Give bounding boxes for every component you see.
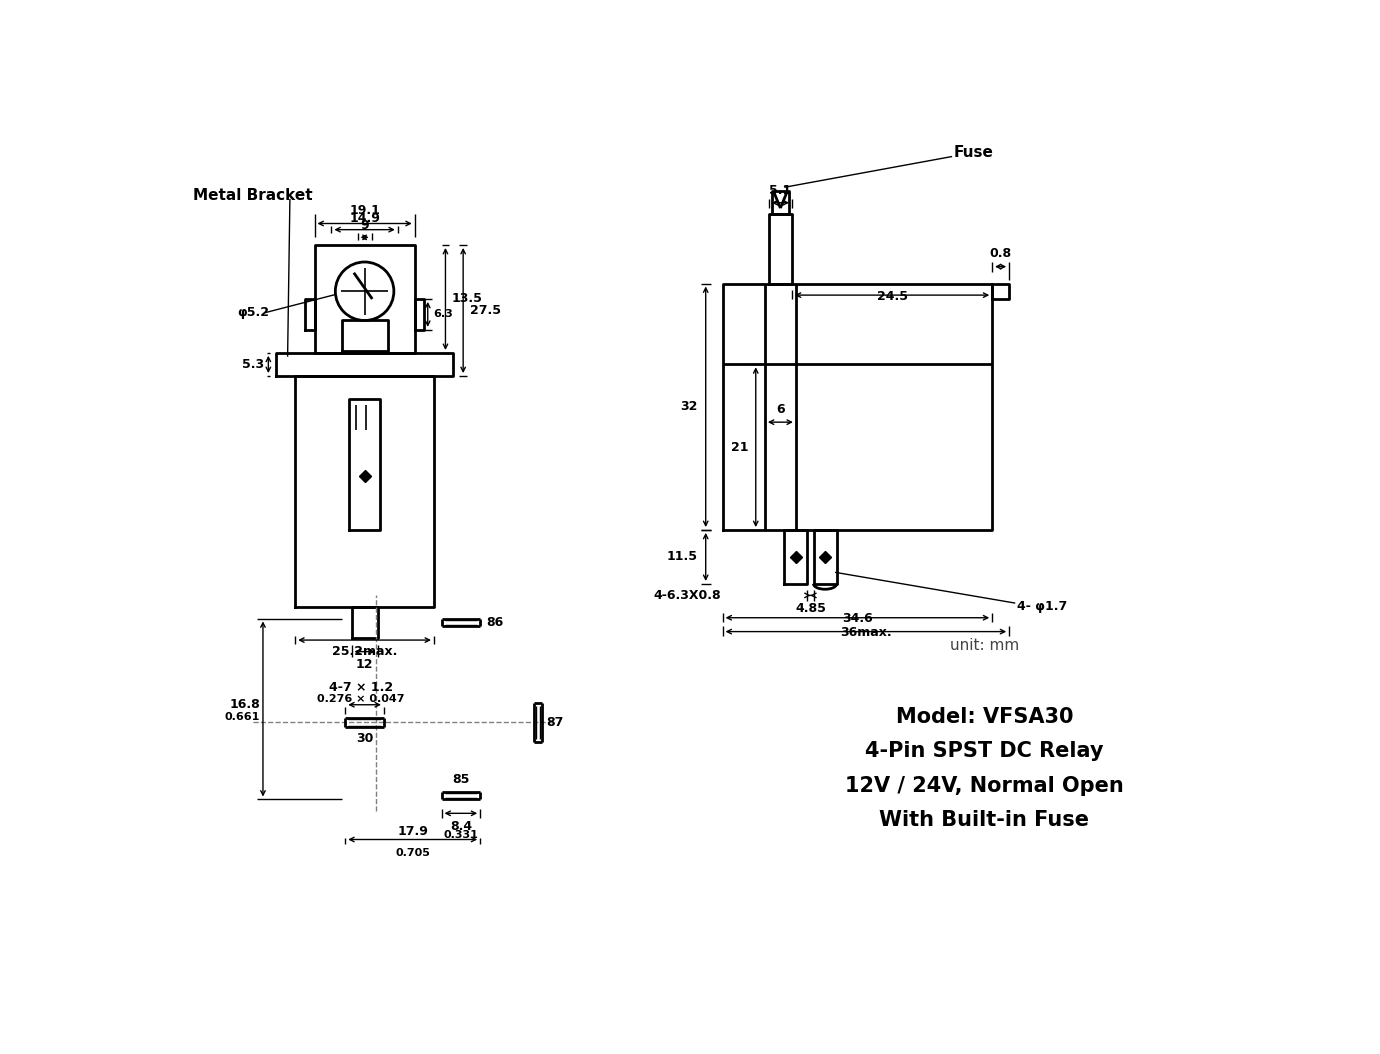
- Text: unit: mm: unit: mm: [949, 638, 1018, 653]
- Text: 0.705: 0.705: [395, 848, 431, 858]
- Text: 6.3: 6.3: [433, 310, 453, 319]
- Text: 0.276 × 0.047: 0.276 × 0.047: [317, 695, 404, 704]
- Text: 5.3: 5.3: [241, 358, 264, 371]
- Text: 86: 86: [486, 616, 504, 629]
- Text: 34.6: 34.6: [842, 611, 872, 625]
- Text: 85: 85: [453, 773, 469, 785]
- Text: 13.5: 13.5: [451, 292, 483, 306]
- Text: 5.1: 5.1: [769, 184, 792, 197]
- Text: 8.4: 8.4: [450, 820, 472, 834]
- Text: 6: 6: [776, 403, 785, 416]
- Text: 4-6.3X0.8: 4-6.3X0.8: [653, 589, 720, 602]
- Text: 12: 12: [356, 658, 374, 670]
- Text: Metal Bracket: Metal Bracket: [193, 188, 312, 202]
- Text: 14.9: 14.9: [349, 212, 380, 226]
- Text: 30: 30: [356, 731, 373, 745]
- Text: 0.661: 0.661: [225, 711, 259, 722]
- Text: 4-7 × 1.2: 4-7 × 1.2: [328, 681, 393, 695]
- Text: 24.5: 24.5: [876, 290, 908, 302]
- Text: 16.8: 16.8: [229, 698, 259, 710]
- Text: 32: 32: [680, 401, 698, 413]
- Text: 4.85: 4.85: [795, 602, 825, 616]
- Text: 21: 21: [730, 441, 748, 453]
- Text: 25.2max.: 25.2max.: [333, 645, 397, 659]
- Text: 11.5: 11.5: [667, 550, 698, 564]
- Text: φ5.2: φ5.2: [237, 307, 269, 319]
- Text: 9: 9: [360, 219, 368, 232]
- Text: Fuse: Fuse: [954, 145, 994, 160]
- Text: 36max.: 36max.: [840, 626, 891, 639]
- Text: 17.9: 17.9: [397, 825, 428, 838]
- Text: 0.331: 0.331: [443, 831, 479, 840]
- Text: 27.5: 27.5: [471, 304, 501, 317]
- Text: 4- φ1.7: 4- φ1.7: [1017, 601, 1067, 613]
- Text: 0.8: 0.8: [989, 248, 1012, 260]
- Text: Model: VFSA30
4-Pin SPST DC Relay
12V / 24V, Normal Open
With Built-in Fuse: Model: VFSA30 4-Pin SPST DC Relay 12V / …: [845, 707, 1123, 831]
- Text: 87: 87: [546, 716, 563, 729]
- Text: 19.1: 19.1: [349, 204, 380, 217]
